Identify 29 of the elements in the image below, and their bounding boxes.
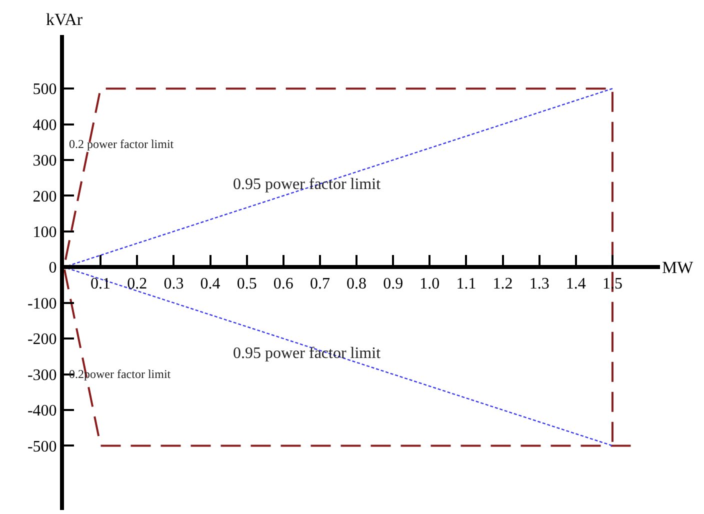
y-tick-label: 200 <box>32 188 57 206</box>
x-tick-label: 0.3 <box>164 275 184 292</box>
x-tick-label: 0.8 <box>346 275 367 292</box>
y-tick-label: -300 <box>27 366 57 384</box>
y-tick-label: -500 <box>27 438 57 456</box>
x-tick-label: 1.4 <box>566 275 586 292</box>
x-tick-label: 1.2 <box>492 275 513 292</box>
y-tick-label: 500 <box>32 81 57 98</box>
y-tick-label: 100 <box>32 224 57 242</box>
x-tick-label: 1.1 <box>456 275 476 292</box>
annotation: 0.2 power factor limit <box>69 137 174 151</box>
y-tick-label: 0 <box>48 260 57 277</box>
y-tick-label: -100 <box>27 295 57 312</box>
x-tick-label: 0.7 <box>310 275 330 292</box>
x-tick-label: 0.6 <box>273 275 294 292</box>
x-tick-label: 1.0 <box>420 275 440 292</box>
x-tick-label: 0.1 <box>90 275 111 292</box>
x-tick-label: 1.3 <box>529 275 550 292</box>
x-axis-title: MW <box>662 258 694 277</box>
y-tick-label: 400 <box>32 116 57 134</box>
x-tick-label: 0.9 <box>383 275 404 292</box>
y-tick-label: -200 <box>27 331 57 348</box>
x-tick-label: 0.5 <box>236 275 257 292</box>
x-tick-label: 0.2 <box>127 275 148 292</box>
y-axis-title: kVAr <box>46 10 83 29</box>
y-tick-label: 300 <box>32 152 57 170</box>
annotation: 0.95 power factor limit <box>233 176 382 193</box>
x-tick-label: 0.4 <box>200 275 220 292</box>
y-tick-label: -400 <box>27 402 57 420</box>
